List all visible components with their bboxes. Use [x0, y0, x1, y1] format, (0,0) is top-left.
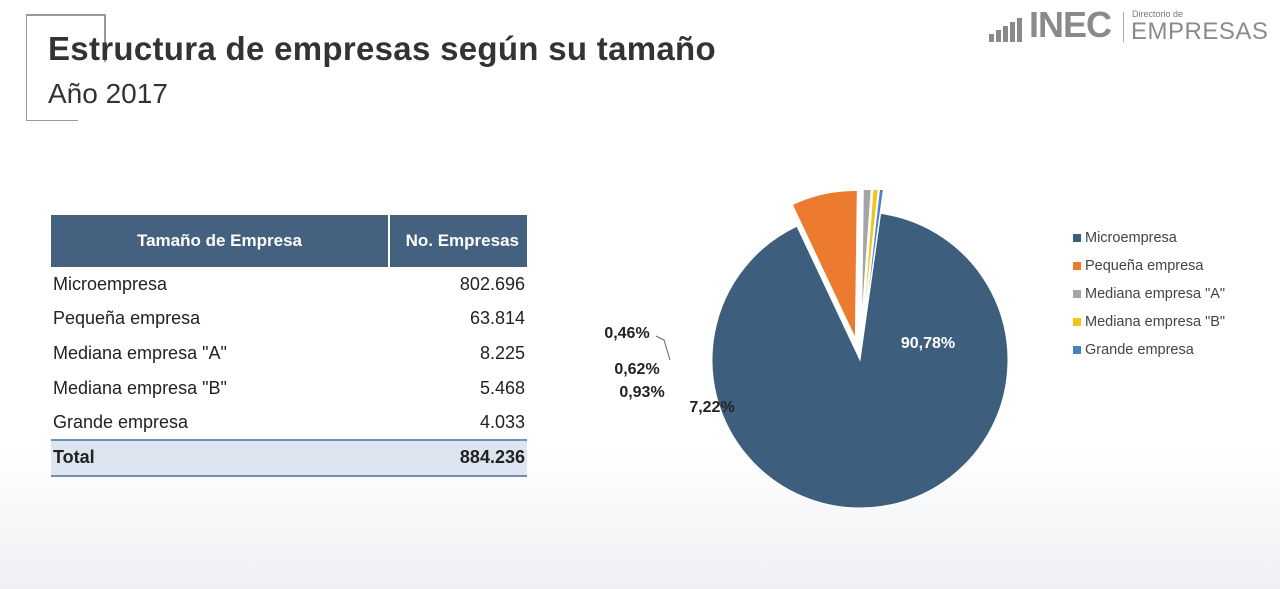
- column-header-count: No. Empresas: [389, 215, 527, 267]
- legend-item: Mediana empresa "A": [1073, 280, 1225, 308]
- pie-slice-3: [862, 190, 879, 325]
- row-count: 8.225: [479, 342, 525, 363]
- legend-swatch: [1073, 262, 1081, 270]
- legend-swatch: [1073, 234, 1081, 242]
- bars-icon: [989, 16, 1029, 42]
- legend-item: Microempresa: [1073, 224, 1225, 252]
- legend-label: Microempresa: [1085, 230, 1177, 246]
- legend-swatch: [1073, 290, 1081, 298]
- logo-brand: INEC: [1029, 4, 1112, 45]
- legend-swatch: [1073, 318, 1081, 326]
- logo-product: EMPRESAS: [1131, 18, 1269, 45]
- row-count: 63.814: [469, 308, 525, 329]
- table-row: Mediana empresa "B" 5.468: [51, 371, 527, 406]
- legend-item: Grande empresa: [1073, 336, 1225, 364]
- leader-line: [655, 335, 671, 361]
- data-label-1: 7,22%: [689, 399, 734, 416]
- legend-item: Mediana empresa "B": [1073, 308, 1225, 336]
- title-bracket-gap: [78, 110, 118, 124]
- legend-item: Pequeña empresa: [1073, 252, 1225, 280]
- logo-separator: [1123, 12, 1124, 42]
- logo-small-text: Directorio de: [1132, 9, 1184, 19]
- table-header-row: Tamaño de Empresa No. Empresas: [51, 215, 527, 267]
- chart-legend: Microempresa Pequeña empresa Mediana empre…: [1073, 224, 1225, 364]
- pie-slice-4: [863, 190, 884, 325]
- legend-label: Grande empresa: [1085, 342, 1194, 358]
- title-bracket-right: [104, 14, 106, 62]
- page-subtitle: Año 2017: [48, 78, 168, 109]
- company-size-table: Tamaño de Empresa No. Empresas Microempr…: [51, 215, 527, 477]
- pie-slice-2: [861, 190, 872, 325]
- row-count: 4.033: [479, 411, 525, 432]
- row-name: Mediana empresa "B": [53, 377, 227, 398]
- row-name: Mediana empresa "A": [53, 342, 227, 363]
- title-bracket-top: [26, 14, 106, 16]
- legend-label: Mediana empresa "A": [1085, 286, 1226, 302]
- table-row: Mediana empresa "A" 8.225: [51, 336, 527, 371]
- total-label: Total: [51, 438, 389, 477]
- table-row: Microempresa 802.696: [51, 267, 527, 302]
- table-row: Grande empresa 4.033: [51, 405, 527, 440]
- row-count: 5.468: [479, 377, 525, 398]
- row-count: 802.696: [459, 273, 525, 294]
- legend-label: Mediana empresa "B": [1085, 314, 1226, 330]
- total-count: 884.236: [389, 438, 527, 477]
- title-bracket: [26, 14, 106, 121]
- column-header-size: Tamaño de Empresa: [51, 215, 390, 267]
- table-row: Pequeña empresa 63.814: [51, 302, 527, 337]
- row-name: Pequeña empresa: [53, 308, 201, 329]
- pie-chart: 90,78% 7,22% 0,93% 0,62% 0,46%: [604, 190, 1009, 509]
- data-label-3: 0,62%: [614, 361, 659, 378]
- data-label-4: 0,46%: [604, 325, 649, 342]
- legend-swatch: [1073, 346, 1081, 354]
- row-name: Microempresa: [53, 273, 168, 294]
- data-label-2: 0,93%: [619, 384, 664, 401]
- row-name: Grande empresa: [53, 411, 189, 432]
- page-title: Estructura de empresas según su tamaño: [48, 30, 716, 67]
- table-total-row: Total 884.236: [51, 438, 527, 477]
- pie-slice-1: [791, 190, 858, 339]
- legend-label: Pequeña empresa: [1085, 258, 1204, 274]
- data-label-0: 90,78%: [901, 335, 955, 352]
- pie-slice-0: [711, 212, 1009, 509]
- inec-logo: INEC Directorio de EMPRESAS: [989, 4, 1268, 46]
